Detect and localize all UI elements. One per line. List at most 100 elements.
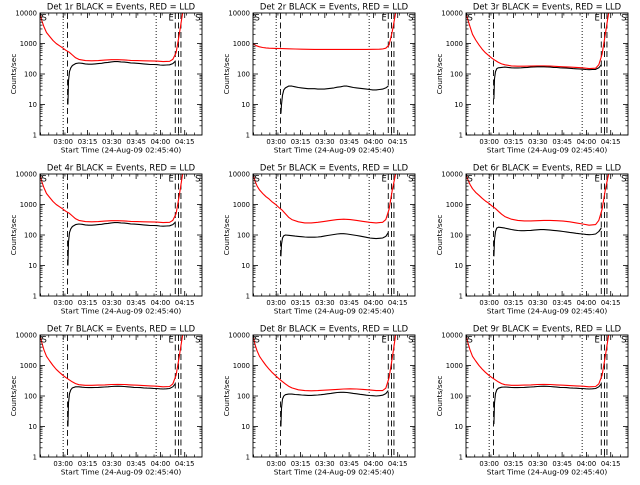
panel-2: Det 2r BLACK = Events, RED = LLD 1 10 100 10… [222,2,416,155]
x-tick-label: 03:45 [126,138,146,146]
corner-label: S [408,174,413,184]
series-events-line [280,232,389,257]
corner-label: S [195,13,200,23]
corner-label: S [408,13,413,23]
series-lld-line [40,335,184,388]
y-axis-label: Counts/sec [435,215,444,256]
y-axis-label: Counts/sec [222,215,231,256]
y-tick-label: 10000 [441,170,463,178]
y-tick-label: 1000 [446,201,463,209]
x-tick-label: 03:15 [78,138,98,146]
x-tick-label: 04:15 [601,460,621,468]
y-tick-label: 1 [33,292,37,300]
x-tick-label: 03:45 [126,299,146,307]
panel-6: Det 6r BLACK = Events, RED = LLD 1 10 100 10… [435,163,629,316]
x-tick-label: 03:45 [339,138,359,146]
y-tick-label: 100 [450,392,463,400]
x-tick-label: 04:00 [364,299,384,307]
x-tick-label: 03:45 [552,138,572,146]
y-tick-label: 1 [459,292,463,300]
y-tick-label: 1000 [446,40,463,48]
y-tick-label: 1 [459,453,463,461]
x-axis-label: Start Time (24-Aug-09 02:45:40) [487,468,608,477]
series-lld-line [40,174,184,224]
x-tick-label: 04:15 [388,460,408,468]
y-tick-label: 10 [28,262,37,270]
y-tick-label: 10000 [15,170,37,178]
x-tick-label: 04:15 [601,299,621,307]
plot-frame [39,334,203,458]
x-tick-label: 04:15 [175,460,195,468]
y-tick-label: 1000 [20,362,37,370]
corner-label: S [255,335,260,345]
corner-label: S [468,13,473,23]
x-tick-label: 03:00 [266,138,286,146]
series-lld-line [253,335,397,392]
corner-label: S [621,174,626,184]
x-axis-label: Start Time (24-Aug-09 02:45:40) [61,146,182,155]
corner-label: S [195,335,200,345]
panel-8: Det 8r BLACK = Events, RED = LLD 1 10 100 10… [222,324,416,477]
y-tick-label: 1000 [233,362,250,370]
corner-label: S [468,174,473,184]
panel-title: Det 8r BLACK = Events, RED = LLD [260,324,408,334]
corner-label: E [594,335,599,345]
panel-4: Det 4r BLACK = Events, RED = LLD 1 10 100 10… [9,163,203,316]
x-tick-label: 04:00 [364,460,384,468]
x-tick-label: 03:15 [291,460,311,468]
x-tick-label: 04:00 [577,460,597,468]
corner-label: E [381,335,386,345]
y-tick-label: 10 [28,423,37,431]
x-axis-label: Start Time (24-Aug-09 02:45:40) [61,468,182,477]
y-tick-label: 10000 [441,331,463,339]
x-tick-label: 03:30 [528,299,548,307]
y-axis-label: Counts/sec [9,54,18,95]
x-tick-label: 04:15 [601,138,621,146]
x-axis-label: Start Time (24-Aug-09 02:45:40) [274,468,395,477]
x-tick-label: 03:00 [53,460,73,468]
series-lld-line [466,13,610,70]
x-tick-label: 03:15 [504,299,524,307]
x-tick-label: 03:00 [53,299,73,307]
panel-title: Det 3r BLACK = Events, RED = LLD [473,2,621,12]
x-tick-label: 03:30 [102,460,122,468]
x-axis-label: Start Time (24-Aug-09 02:45:40) [274,307,395,316]
x-tick-label: 03:15 [504,460,524,468]
y-tick-label: 1000 [20,40,37,48]
x-tick-label: 04:00 [577,299,597,307]
x-tick-label: 03:30 [315,299,335,307]
plot-frame [252,334,416,458]
x-tick-label: 04:15 [175,138,195,146]
series-events-line [493,226,602,257]
y-axis-label: Counts/sec [435,54,444,95]
panel-7: Det 7r BLACK = Events, RED = LLD 1 10 100 10… [9,324,203,477]
series-events-line [493,383,602,425]
x-tick-label: 04:15 [175,299,195,307]
x-tick-label: 03:30 [315,460,335,468]
plot-frame [465,173,629,297]
series-events-line [67,221,176,266]
x-tick-label: 03:45 [339,299,359,307]
corner-label: S [42,174,47,184]
corner-label: E [381,13,386,23]
y-tick-label: 100 [24,392,37,400]
panel-3: Det 3r BLACK = Events, RED = LLD 1 10 100 10… [435,2,629,155]
x-tick-label: 03:00 [479,299,499,307]
corner-label: S [42,13,47,23]
corner-label: E [594,174,599,184]
y-tick-label: 1 [246,292,250,300]
series-events-line [67,383,176,427]
y-tick-label: 10 [454,262,463,270]
x-tick-label: 03:15 [291,299,311,307]
series-lld-line [466,335,610,388]
panel-title: Det 5r BLACK = Events, RED = LLD [260,163,408,173]
x-tick-label: 03:45 [552,460,572,468]
corner-label: S [621,13,626,23]
y-axis-label: Counts/sec [222,54,231,95]
y-tick-label: 100 [237,392,250,400]
x-tick-label: 04:15 [388,299,408,307]
x-tick-label: 03:00 [266,460,286,468]
x-tick-label: 04:00 [151,460,171,468]
series-events-line [280,390,389,427]
series-events-line [493,64,602,100]
